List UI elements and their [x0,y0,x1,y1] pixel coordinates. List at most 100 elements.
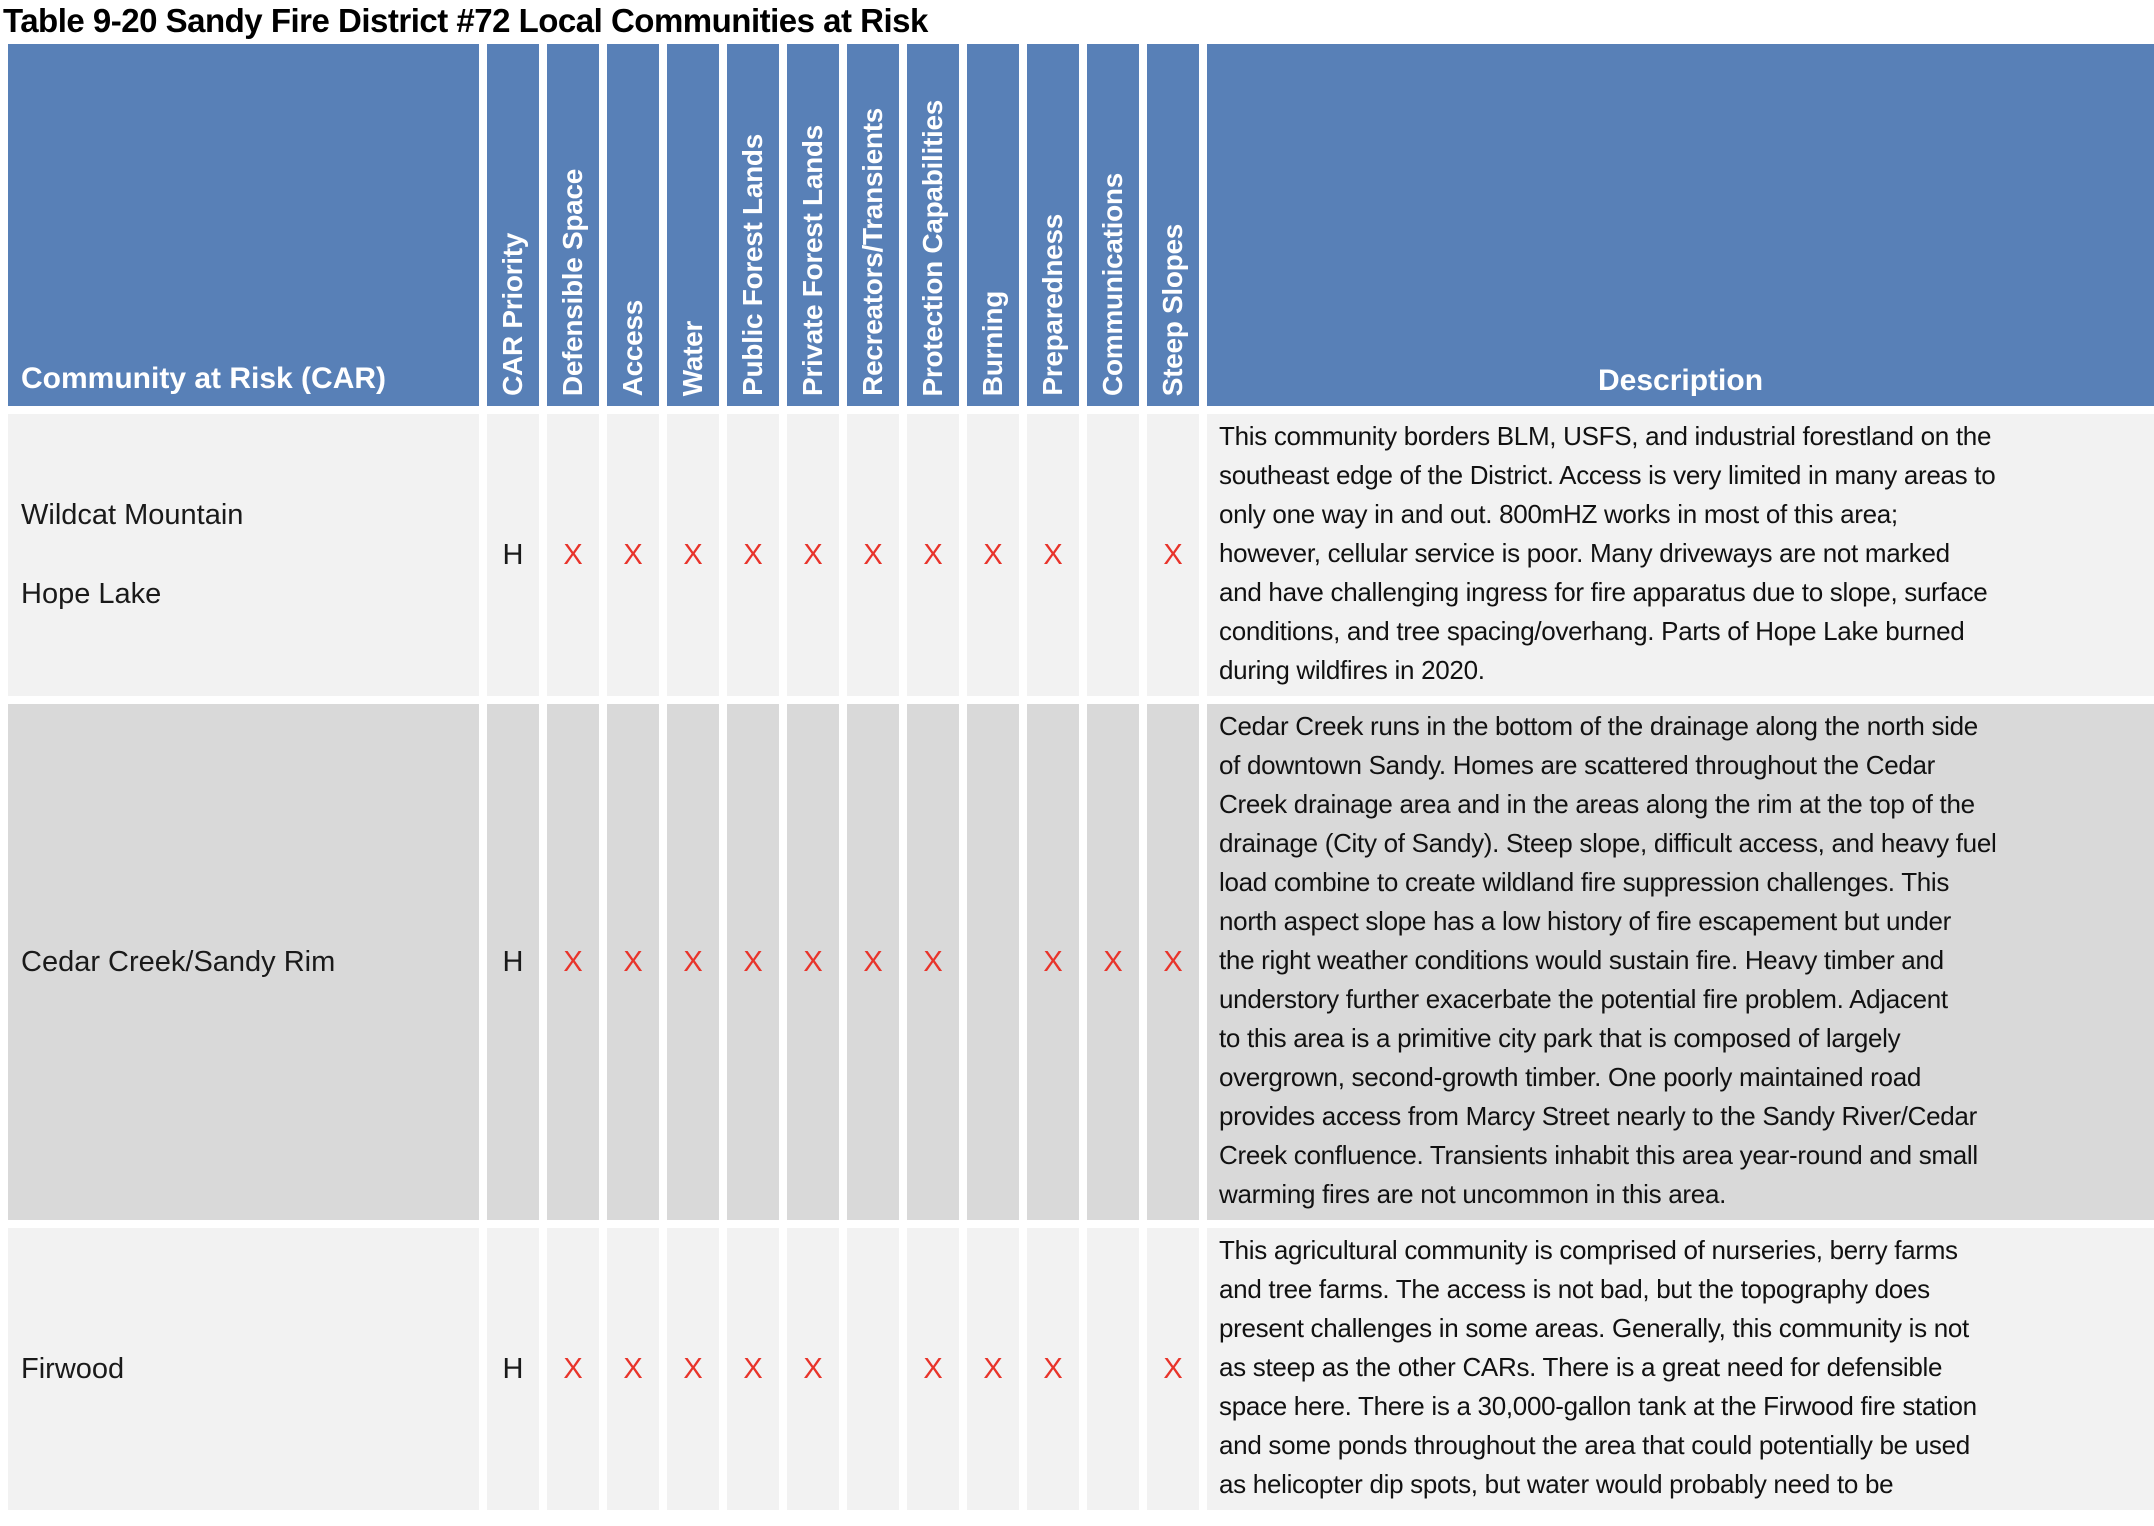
community-cell: Cedar Creek/Sandy Rim [8,704,479,1220]
attribute-mark-cell: X [667,414,719,696]
attribute-mark-cell: X [787,414,839,696]
description-line: This community borders BLM, USFS, and in… [1219,421,1992,451]
attribute-mark-cell: X [787,1228,839,1510]
description-cell: Cedar Creek runs in the bottom of the dr… [1207,704,2154,1220]
x-mark: X [563,538,583,571]
attribute-mark-cell: X [787,704,839,1220]
col-header-defensible-space-label: Defensible Space [557,168,588,396]
x-mark: X [623,945,643,978]
description-line: load combine to create wildland fire sup… [1219,867,1950,897]
attribute-empty-cell [967,704,1019,1220]
description-line: This agricultural community is comprised… [1219,1235,1958,1265]
description-line: and have challenging ingress for fire ap… [1219,577,1988,607]
x-mark: X [803,945,823,978]
description-line: only one way in and out. 800mHZ works in… [1219,499,1898,529]
priority-cell: H [487,414,539,696]
col-header-preparedness: Preparedness [1027,44,1079,406]
attribute-mark-cell: X [847,704,899,1220]
x-mark: X [1043,1352,1063,1385]
col-header-recreators-transients-label: Recreators/Transients [857,108,888,396]
col-header-defensible-space: Defensible Space [547,44,599,406]
x-mark: X [623,1352,643,1385]
col-header-steep-slopes-label: Steep Slopes [1157,223,1188,396]
description-line: Creek drainage area and in the areas alo… [1219,789,1975,819]
description-line: understory further exacerbate the potent… [1219,984,1948,1014]
col-header-access: Access [607,44,659,406]
x-mark: X [923,945,943,978]
x-mark: X [623,538,643,571]
x-mark: X [563,1352,583,1385]
x-mark: X [683,945,703,978]
attribute-mark-cell: X [1027,414,1079,696]
x-mark: X [1163,538,1183,571]
attribute-mark-cell: X [1027,1228,1079,1510]
description-line: space here. There is a 30,000-gallon tan… [1219,1391,1977,1421]
col-header-car-priority: CAR Priority [487,44,539,406]
attribute-mark-cell: X [907,414,959,696]
description-line: of downtown Sandy. Homes are scattered t… [1219,750,1936,780]
description-line: as helicopter dip spots, but water would… [1219,1469,1894,1499]
description-line: north aspect slope has a low history of … [1219,906,1952,936]
description-line: southeast edge of the District. Access i… [1219,460,1996,490]
attribute-mark-cell: X [727,414,779,696]
community-name: Wildcat Mountain [21,499,244,531]
attribute-mark-cell: X [967,414,1019,696]
col-header-car-priority-label: CAR Priority [497,233,528,396]
x-mark: X [803,538,823,571]
priority-cell: H [487,1228,539,1510]
col-header-description: Description [1207,44,2154,406]
description-cell: This agricultural community is comprised… [1207,1228,2154,1510]
community-cell: Wildcat Mountain Hope Lake [8,414,479,696]
attribute-mark-cell: X [547,704,599,1220]
x-mark: X [1043,538,1063,571]
description-line: and some ponds throughout the area that … [1219,1430,1970,1460]
col-header-steep-slopes: Steep Slopes [1147,44,1199,406]
attribute-mark-cell: X [967,1228,1019,1510]
description-line: and tree farms. The access is not bad, b… [1219,1274,1930,1304]
description-line: as steep as the other CARs. There is a g… [1219,1352,1943,1382]
attribute-mark-cell: X [1027,704,1079,1220]
attribute-mark-cell: X [1147,1228,1199,1510]
community-name: Cedar Creek/Sandy Rim [21,945,336,978]
x-mark: X [683,538,703,571]
communities-at-risk-table: Community at Risk (CAR) CAR Priority Def… [8,44,2154,1510]
attribute-mark-cell: X [607,1228,659,1510]
x-mark: X [983,538,1003,571]
attribute-mark-cell: X [547,414,599,696]
priority-cell: H [487,704,539,1220]
x-mark: X [863,945,883,978]
description-line: overgrown, second-growth timber. One poo… [1219,1062,1922,1092]
col-header-recreators-transients: Recreators/Transients [847,44,899,406]
attribute-mark-cell: X [667,1228,719,1510]
attribute-empty-cell [1087,414,1139,696]
attribute-mark-cell: X [547,1228,599,1510]
col-header-water: Water [667,44,719,406]
x-mark: X [683,1352,703,1385]
x-mark: X [743,945,763,978]
description-line: during wildfires in 2020. [1219,655,1485,685]
description-line: conditions, and tree spacing/overhang. P… [1219,616,1965,646]
x-mark: X [923,1352,943,1385]
x-mark: X [983,1352,1003,1385]
description-line: Cedar Creek runs in the bottom of the dr… [1219,711,1978,741]
community-name: Firwood [21,1352,125,1385]
description-line: warming fires are not uncommon in this a… [1219,1179,1727,1209]
table-title: Table 9-20 Sandy Fire District #72 Local… [3,2,928,39]
col-header-public-forest-lands: Public Forest Lands [727,44,779,406]
attribute-mark-cell: X [607,704,659,1220]
description-line: provides access from Marcy Street nearly… [1219,1101,1977,1131]
community-cell: Firwood [8,1228,479,1510]
attribute-mark-cell: X [1087,704,1139,1220]
x-mark: X [1163,1352,1183,1385]
x-mark: X [863,538,883,571]
description-line: present challenges in some areas. Genera… [1219,1313,1969,1343]
attribute-empty-cell [1087,1228,1139,1510]
col-header-description-label: Description [1597,364,1764,397]
x-mark: X [1163,945,1183,978]
col-header-communications-label: Communications [1097,173,1128,396]
col-header-private-forest-lands: Private Forest Lands [787,44,839,406]
col-header-burning-label: Burning [977,290,1008,396]
description-line: the right weather conditions would susta… [1219,945,1944,975]
attribute-mark-cell: X [1147,414,1199,696]
description-line: to this area is a primitive city park th… [1219,1023,1901,1053]
